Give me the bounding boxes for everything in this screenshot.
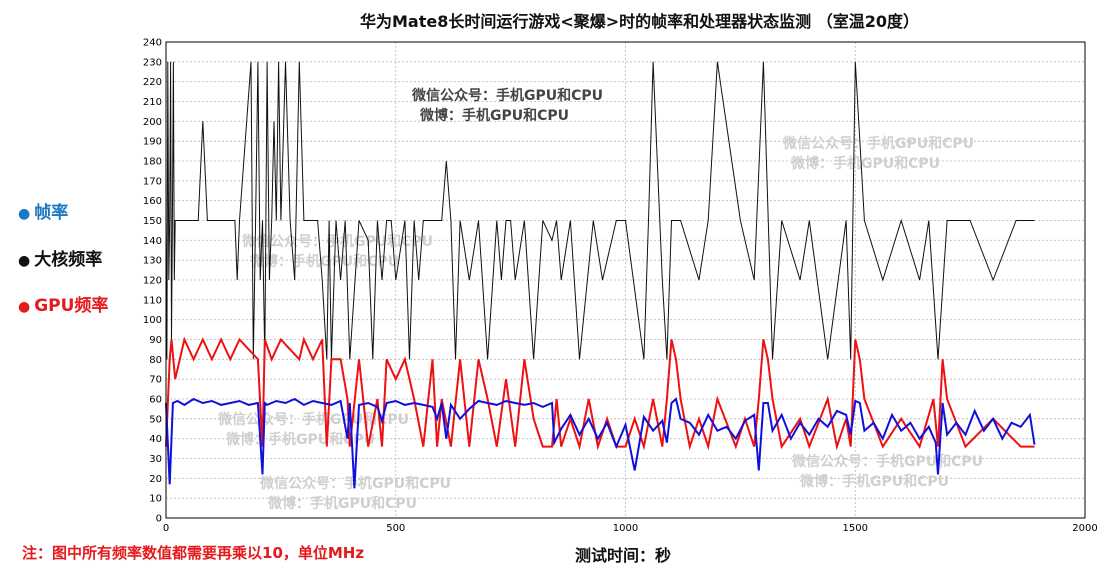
watermark-line2: 微博：手机GPU和CPU bbox=[790, 155, 940, 172]
plot-frame bbox=[165, 41, 1086, 519]
series-layer bbox=[165, 61, 1036, 489]
x-axis-label: 测试时间：秒 bbox=[575, 546, 672, 565]
y-tick-label: 10 bbox=[149, 494, 162, 505]
y-tick-label: 60 bbox=[149, 395, 162, 406]
y-tick-label: 220 bbox=[143, 77, 162, 88]
series-line-0 bbox=[165, 397, 1036, 489]
x-tick-label: 500 bbox=[386, 523, 405, 534]
legend-item-gpu: ● GPU频率 bbox=[18, 291, 108, 316]
watermark-line2: 微博：手机GPU和CPU bbox=[267, 495, 417, 512]
watermark-line2: 微博：手机GPU和CPU bbox=[419, 107, 569, 124]
watermark-line1: 微信公众号：手机GPU和CPU bbox=[411, 87, 603, 104]
y-tick-label: 140 bbox=[143, 236, 162, 247]
y-tick-label: 50 bbox=[149, 414, 162, 425]
series-line-1 bbox=[165, 61, 1035, 360]
watermark-line2: 微博：手机GPU和CPU bbox=[249, 253, 399, 270]
y-tick-label: 160 bbox=[143, 196, 162, 207]
y-tick-label: 100 bbox=[143, 315, 162, 326]
legend-item-bigcore: ● 大核频率 bbox=[18, 245, 102, 270]
legend-label-fps: 帧率 bbox=[34, 203, 69, 223]
axis-ticks: 0 10 20 30 40 50 60 70 80 90 100 110 120 130 140 150 160… bbox=[143, 38, 1098, 535]
watermark-line2: 微博：手机GPU和CPU bbox=[799, 473, 949, 490]
x-tick-label: 1500 bbox=[843, 523, 868, 534]
watermark-line1: 微信公众号：手机GPU和CPU bbox=[782, 135, 974, 152]
y-tick-label: 30 bbox=[149, 454, 162, 465]
chart-title: 华为Mate8长时间运行游戏<聚爆>时的帧率和处理器状态监测 （室温20度） bbox=[360, 12, 920, 31]
y-tick-label: 190 bbox=[143, 137, 162, 148]
y-tick-label: 40 bbox=[149, 434, 162, 445]
legend-label-bigcore: 大核频率 bbox=[34, 250, 103, 270]
watermark-line1: 微信公众号：手机GPU和CPU bbox=[791, 453, 983, 470]
y-tick-label: 200 bbox=[143, 117, 162, 128]
watermark-layer: 微信公众号：手机GPU和CPU 微博：手机GPU和CPU 微信公众号：手机GPU和C… bbox=[217, 87, 983, 512]
x-tick-label: 1000 bbox=[613, 523, 638, 534]
y-tick-label: 0 bbox=[156, 514, 162, 525]
y-tick-label: 150 bbox=[143, 216, 162, 227]
y-tick-label: 70 bbox=[149, 375, 162, 386]
y-tick-label: 90 bbox=[149, 335, 162, 346]
y-tick-label: 210 bbox=[143, 97, 162, 108]
y-tick-label: 240 bbox=[143, 38, 162, 49]
legend-item-fps: ● 帧率 bbox=[18, 198, 68, 223]
legend-dot-icon: ● bbox=[18, 253, 31, 269]
y-tick-label: 230 bbox=[143, 57, 162, 68]
series-line-2 bbox=[165, 336, 1035, 451]
footnote: 注：图中所有频率数值都需要再乘以10，单位MHz bbox=[22, 544, 365, 562]
y-tick-label: 20 bbox=[149, 474, 162, 485]
y-tick-label: 130 bbox=[143, 256, 162, 267]
y-tick-label: 110 bbox=[143, 295, 162, 306]
y-tick-label: 80 bbox=[149, 355, 162, 366]
y-tick-label: 170 bbox=[143, 176, 162, 187]
x-tick-label: 2000 bbox=[1072, 523, 1097, 534]
y-tick-label: 120 bbox=[143, 276, 162, 287]
x-tick-label: 0 bbox=[163, 523, 169, 534]
legend-dot-icon: ● bbox=[18, 206, 31, 222]
y-tick-label: 180 bbox=[143, 157, 162, 168]
legend-dot-icon: ● bbox=[18, 299, 31, 315]
legend-label-gpu: GPU频率 bbox=[34, 296, 109, 316]
